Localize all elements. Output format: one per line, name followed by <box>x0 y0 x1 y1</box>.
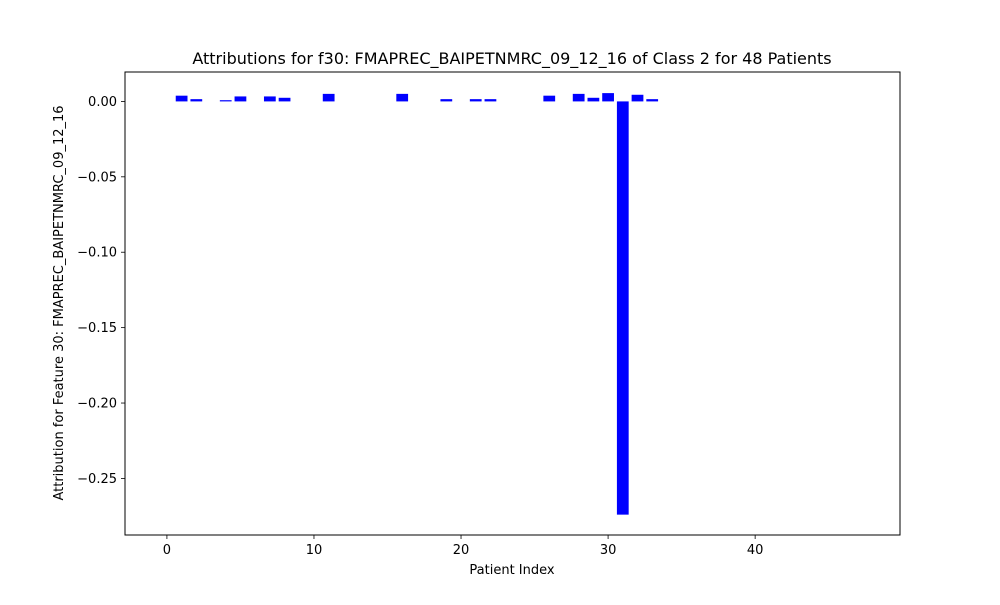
bar-patient-31 <box>616 101 629 515</box>
bar-patient-2 <box>190 99 203 102</box>
bar-patient-16 <box>396 93 409 102</box>
y-tick-label: −0.15 <box>77 321 117 336</box>
bar-patient-33 <box>646 99 659 102</box>
bar-patient-29 <box>587 97 600 102</box>
y-tick-label: −0.05 <box>77 170 117 185</box>
chart-title: Attributions for f30: FMAPREC_BAIPETNMRC… <box>192 49 831 69</box>
y-axis-ticks: 0.00 −0.05 −0.10 −0.15 −0.20 −0.25 <box>77 95 125 487</box>
bar-patient-21 <box>469 99 482 102</box>
bar-patient-5 <box>234 96 247 102</box>
bar-patient-8 <box>278 97 291 102</box>
y-tick-label: −0.20 <box>77 397 117 412</box>
bar-patient-19 <box>440 99 453 102</box>
x-axis-label: Patient Index <box>469 563 554 578</box>
bar-patient-26 <box>543 95 556 102</box>
bar-patient-1 <box>175 95 188 102</box>
x-tick-label: 0 <box>163 543 171 558</box>
bar-patient-28 <box>572 93 585 102</box>
y-tick-label: −0.25 <box>77 472 117 487</box>
bar-patient-7 <box>263 96 276 102</box>
bar-patient-30 <box>602 93 614 102</box>
bar-patient-22 <box>484 99 497 102</box>
bar-patient-11 <box>322 93 335 102</box>
bar-patient-32 <box>631 94 644 102</box>
y-tick-label: −0.10 <box>77 246 117 261</box>
x-tick-label: 20 <box>453 543 470 558</box>
x-axis-ticks: 0 10 20 30 40 <box>163 535 764 558</box>
x-tick-label: 30 <box>600 543 617 558</box>
y-tick-label: 0.00 <box>88 95 117 110</box>
bar-patient-4 <box>219 100 232 102</box>
y-axis-label: Attribution for Feature 30: FMAPREC_BAIP… <box>52 105 67 500</box>
bars-group <box>175 93 659 515</box>
x-tick-label: 10 <box>306 543 323 558</box>
plot-frame <box>124 71 901 536</box>
x-tick-label: 40 <box>747 543 764 558</box>
